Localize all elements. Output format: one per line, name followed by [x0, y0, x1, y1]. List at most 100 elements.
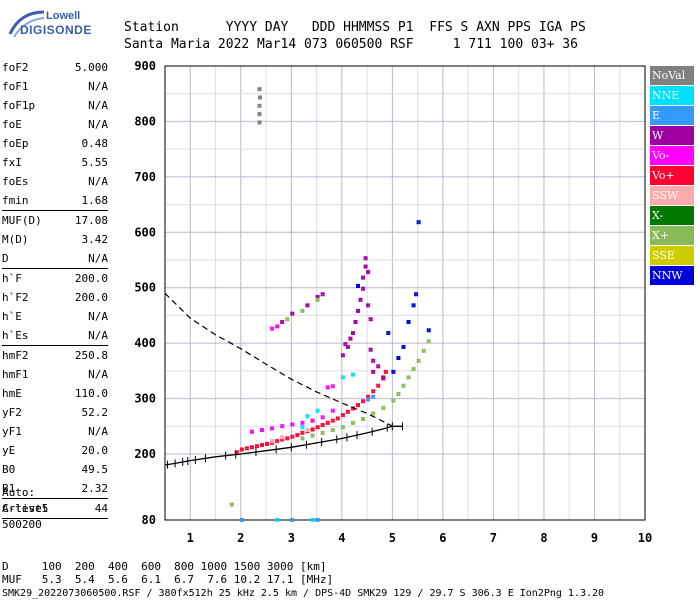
data-point-vo: [315, 427, 318, 430]
data-point-vo: [366, 396, 369, 399]
data-point-vo: [327, 385, 330, 388]
data-point-e: [290, 517, 293, 520]
param-key: hmF2: [2, 349, 29, 362]
data-point-x: [391, 400, 394, 403]
data-point-vo: [381, 378, 384, 381]
data-point-vo: [282, 426, 285, 429]
data-point-nne: [315, 408, 318, 411]
data-point-vo: [312, 420, 315, 423]
y-tick-label: 80: [142, 513, 156, 527]
data-point-ssw: [280, 437, 283, 440]
data-point-vo: [246, 448, 249, 451]
param-key: foF2: [2, 61, 29, 74]
data-point-nnw: [396, 358, 399, 360]
data-point-nne: [307, 416, 310, 419]
param-key: h`E: [2, 310, 22, 323]
param-row: hmF1 N/A: [2, 365, 108, 384]
param-value: N/A: [88, 425, 108, 438]
logo-line2: DIGISONDE: [20, 23, 92, 37]
param-value: N/A: [88, 329, 108, 342]
data-point-x: [393, 398, 396, 401]
data-point-w: [280, 319, 283, 322]
data-point-vo: [275, 324, 278, 327]
data-point-vo: [302, 432, 305, 435]
param-row: fmin 1.68: [2, 191, 108, 210]
data-point-vo: [246, 446, 249, 449]
data-point-vo: [337, 416, 340, 419]
data-point-w: [361, 288, 364, 291]
data-point-ssw: [305, 430, 308, 433]
data-point-x: [342, 425, 345, 428]
y-tick-label: 500: [134, 281, 156, 295]
data-point-nnw: [403, 346, 406, 349]
data-point-vo: [287, 436, 290, 439]
data-point-nnw: [411, 305, 414, 308]
data-point-x: [361, 416, 364, 419]
data-point-vo: [236, 452, 239, 455]
data-point-vo: [312, 429, 315, 432]
param-row: foF1 N/A: [2, 77, 108, 96]
data-point-ssw: [307, 428, 310, 431]
data-point-x: [398, 394, 401, 397]
param-group-confidence: C-level 44: [2, 499, 108, 518]
data-point-nne: [310, 517, 313, 520]
data-point-vo: [251, 447, 254, 450]
data-point-nnw: [428, 328, 431, 331]
data-point-vo: [322, 423, 325, 426]
data-point-w: [365, 264, 368, 267]
legend-item: Vo-: [650, 146, 694, 166]
data-point-vo: [352, 408, 355, 411]
data-point-nne: [352, 372, 355, 375]
auto-software: Artist5: [2, 502, 49, 515]
data-point-nnw: [418, 220, 421, 223]
data-point-noval: [257, 95, 260, 98]
data-point-w: [368, 319, 371, 322]
data-point-x: [391, 398, 394, 401]
data-point-vo: [378, 385, 381, 388]
data-point-e: [292, 517, 295, 520]
data-point-vo: [239, 449, 242, 452]
data-point-nne: [352, 374, 355, 377]
data-point-w: [358, 310, 360, 313]
data-point-vo: [300, 422, 303, 425]
data-point-x: [408, 377, 411, 380]
data-point-vo: [275, 326, 278, 329]
data-point-w: [340, 353, 343, 356]
data-point-w: [315, 295, 318, 298]
data-point-nnw: [391, 369, 394, 372]
data-point-x: [229, 502, 232, 505]
data-point-nnw: [406, 321, 409, 324]
data-point-x: [406, 377, 409, 380]
data-point-vo: [272, 328, 275, 331]
data-point-x: [317, 297, 320, 300]
data-point-w: [352, 331, 355, 334]
data-point-nne: [302, 425, 305, 428]
data-point-nne: [305, 416, 308, 419]
data-point-w: [370, 349, 373, 352]
data-point-vo: [373, 391, 376, 394]
data-point-x: [423, 348, 426, 351]
data-point-vo: [290, 424, 293, 427]
data-point-vo: [340, 415, 343, 418]
data-point-x: [396, 394, 399, 397]
data-point-nne: [312, 517, 315, 520]
divider: [2, 498, 108, 499]
data-point-nne: [277, 519, 280, 522]
data-point-vo: [381, 376, 384, 379]
y-tick-label: 400: [134, 336, 156, 350]
data-point-x: [403, 383, 406, 386]
data-point-x: [428, 341, 431, 344]
data-point-vo: [265, 443, 268, 446]
data-point-w: [340, 355, 343, 358]
param-value: 3.42: [81, 233, 109, 246]
data-point-x: [229, 504, 232, 507]
header-labels: Station YYYY DAY DDD HHMMSS P1 FFS S AXN…: [124, 20, 586, 35]
data-point-nne: [317, 410, 320, 413]
data-point-x: [312, 435, 315, 438]
data-point-vo: [262, 443, 264, 446]
data-point-w: [353, 319, 356, 322]
data-point-w: [352, 333, 355, 336]
param-key: foEp: [2, 137, 29, 150]
data-point-vo: [330, 386, 333, 389]
data-point-vo: [277, 439, 280, 442]
